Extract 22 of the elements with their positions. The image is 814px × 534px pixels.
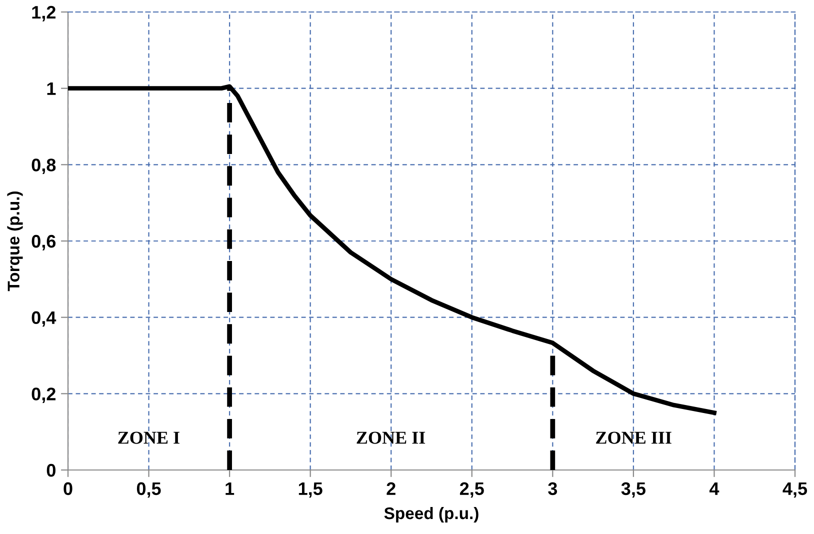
y-axis-title: Torque (p.u.): [7, 192, 23, 292]
y-tick-label: 1,2: [32, 6, 56, 22]
x-tick-label: 3: [548, 482, 558, 496]
x-tick-label: 2: [386, 482, 396, 495]
x-tick-label: 0,5: [136, 482, 161, 498]
x-tick-label: 0: [64, 482, 72, 496]
x-tick-label: 1,5: [298, 482, 322, 498]
x-axis-title: Speed (p.u.): [384, 506, 478, 523]
y-tick-label: 0,6: [32, 234, 56, 250]
y-tick-label: 0,2: [32, 388, 56, 404]
y-tick-label: 0: [46, 464, 56, 477]
x-tick-label: 3,5: [621, 482, 646, 498]
x-tick-label: 1: [226, 482, 234, 495]
y-tick-label: 1: [47, 82, 56, 95]
x-tick-label: 2,5: [460, 482, 484, 498]
y-tick-label: 0,4: [32, 311, 56, 327]
annotation: ZONE I: [118, 432, 180, 444]
annotation: ZONE III: [596, 432, 672, 444]
y-tick-label: 0,8: [32, 158, 56, 174]
annotation: ZONE II: [356, 432, 426, 444]
x-tick-label: 4: [709, 482, 720, 495]
x-tick-label: 4,5: [782, 482, 808, 498]
